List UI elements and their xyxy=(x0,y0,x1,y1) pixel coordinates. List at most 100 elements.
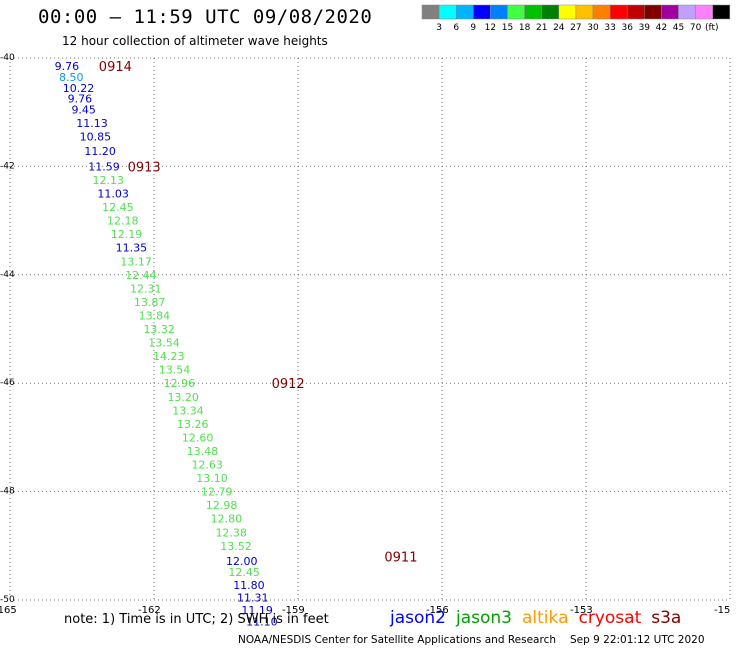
data-point: 13.87 xyxy=(134,296,166,309)
y-tick-label: -46 xyxy=(0,378,15,388)
satellite-jason3: jason3 xyxy=(456,608,512,628)
legend-swatch xyxy=(421,4,440,20)
legend-label: 42 xyxy=(656,23,667,33)
legend-label: 24 xyxy=(553,23,565,33)
satellite-altika: altika xyxy=(522,608,569,628)
data-point: 13.34 xyxy=(172,404,204,417)
data-point: 12.00 xyxy=(226,555,258,568)
legend-swatch xyxy=(712,4,731,20)
legend-swatch xyxy=(678,4,696,20)
data-point: 11.10 xyxy=(246,616,278,629)
data-point: 12.13 xyxy=(93,174,125,187)
satellite-s3a: s3a xyxy=(651,608,682,628)
data-point: 12.80 xyxy=(211,513,243,526)
data-point: 8.50 xyxy=(59,71,84,84)
data-point: 12.19 xyxy=(111,228,143,241)
x-tick-label: -156 xyxy=(426,605,449,616)
legend-swatch xyxy=(558,4,577,20)
legend-swatch xyxy=(524,4,542,20)
legend-swatch xyxy=(490,4,508,20)
legend-swatch xyxy=(592,4,611,20)
x-tick-label: -159 xyxy=(282,605,305,616)
credit-line: NOAA/NESDIS Center for Satellite Applica… xyxy=(238,634,705,646)
legend-label: 36 xyxy=(621,23,633,33)
y-tick-label: -50 xyxy=(0,595,15,605)
satellite-jason2: jason2 xyxy=(390,608,446,628)
legend-label: 9 xyxy=(470,23,476,33)
data-point: 11.31 xyxy=(237,591,268,604)
data-point: 9.76 xyxy=(55,60,80,73)
data-point: 11.59 xyxy=(88,160,120,173)
x-tick-label: -162 xyxy=(138,605,161,616)
data-point: 10.85 xyxy=(80,131,112,144)
data-point: 11.80 xyxy=(233,579,265,592)
data-point: 13.48 xyxy=(187,445,219,458)
data-point: 11.20 xyxy=(84,145,116,158)
legend-swatch xyxy=(473,4,491,20)
legend-label: 21 xyxy=(536,23,547,33)
legend-swatch xyxy=(541,4,560,20)
time-label: 0911 xyxy=(384,551,417,566)
data-point: 9.76 xyxy=(68,93,93,106)
data-point: 13.52 xyxy=(220,540,252,553)
data-point: 13.17 xyxy=(120,255,151,268)
legend-unit: (ft) xyxy=(705,23,719,33)
data-point: 12.38 xyxy=(215,526,247,539)
data-point: 12.44 xyxy=(125,269,157,282)
satellite-legend: jason2 jason3 altika cryosat s3a xyxy=(390,608,691,628)
data-point: 13.54 xyxy=(148,337,180,350)
data-point: 12.18 xyxy=(107,215,138,228)
legend-swatch xyxy=(575,4,594,20)
timestamp: Sep 9 22:01:12 UTC 2020 xyxy=(570,634,705,646)
data-point: 13.20 xyxy=(167,391,199,404)
satellite-cryosat: cryosat xyxy=(578,608,642,628)
data-point: 13.84 xyxy=(139,309,171,322)
legend-label: 30 xyxy=(587,23,599,33)
legend-swatch xyxy=(695,4,713,20)
data-point: 12.45 xyxy=(102,201,134,214)
legend-label: 15 xyxy=(502,23,513,33)
data-point: 12.31 xyxy=(130,282,162,295)
data-point: 12.96 xyxy=(164,377,196,390)
data-point: 12.63 xyxy=(191,459,223,472)
data-point: 13.54 xyxy=(159,364,191,377)
chart-title: 00:00 – 11:59 UTC 09/08/2020 xyxy=(38,6,373,28)
x-tick-label: -15 xyxy=(714,605,730,616)
time-label: 0913 xyxy=(128,160,161,175)
time-label: 0912 xyxy=(272,377,305,392)
data-point: 10.22 xyxy=(63,82,95,95)
y-tick-label: -44 xyxy=(0,270,15,280)
data-point: 11.03 xyxy=(97,188,129,201)
legend-label: 45 xyxy=(673,23,684,33)
credit-text: NOAA/NESDIS Center for Satellite Applica… xyxy=(238,634,556,646)
data-point: 12.79 xyxy=(201,486,233,499)
y-tick-label: -42 xyxy=(0,161,15,171)
data-point: 13.32 xyxy=(143,323,175,336)
footer-note: note: 1) Time is in UTC; 2) SWH is in fe… xyxy=(64,612,329,627)
legend-swatch xyxy=(438,4,457,20)
legend-label: 18 xyxy=(519,23,531,33)
legend-label: 33 xyxy=(604,23,615,33)
legend-swatch xyxy=(507,4,525,20)
data-point: 12.60 xyxy=(182,431,214,444)
data-point: 13.26 xyxy=(177,418,209,431)
legend-swatch xyxy=(626,4,645,20)
data-point: 14.23 xyxy=(153,350,185,363)
x-tick-label: -153 xyxy=(570,605,593,616)
x-tick-label: -165 xyxy=(0,605,17,616)
chart-subtitle: 12 hour collection of altimeter wave hei… xyxy=(62,34,328,48)
data-point: 12.45 xyxy=(228,566,260,579)
y-tick-label: -48 xyxy=(0,487,15,497)
legend-swatch xyxy=(644,4,662,20)
legend-label: 70 xyxy=(690,23,702,33)
legend-label: 12 xyxy=(485,23,496,33)
y-tick-label: -40 xyxy=(0,53,15,63)
legend-swatch xyxy=(455,4,474,20)
data-point: 13.10 xyxy=(196,472,228,485)
data-point: 11.19 xyxy=(241,604,272,617)
time-label: 0914 xyxy=(99,60,132,75)
data-point: 12.98 xyxy=(206,499,238,512)
legend-swatch xyxy=(661,4,679,20)
